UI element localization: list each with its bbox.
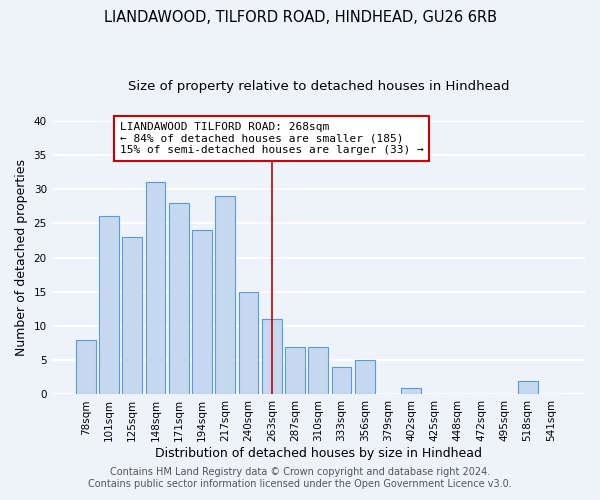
- Text: LIANDAWOOD, TILFORD ROAD, HINDHEAD, GU26 6RB: LIANDAWOOD, TILFORD ROAD, HINDHEAD, GU26…: [104, 10, 497, 25]
- X-axis label: Distribution of detached houses by size in Hindhead: Distribution of detached houses by size …: [155, 447, 482, 460]
- Title: Size of property relative to detached houses in Hindhead: Size of property relative to detached ho…: [128, 80, 509, 93]
- Bar: [355, 360, 375, 394]
- Bar: [146, 182, 166, 394]
- Bar: [518, 381, 538, 394]
- Bar: [332, 367, 352, 394]
- Bar: [401, 388, 421, 394]
- Bar: [239, 292, 259, 395]
- Bar: [99, 216, 119, 394]
- Bar: [215, 196, 235, 394]
- Bar: [262, 319, 282, 394]
- Bar: [192, 230, 212, 394]
- Text: LIANDAWOOD TILFORD ROAD: 268sqm
← 84% of detached houses are smaller (185)
15% o: LIANDAWOOD TILFORD ROAD: 268sqm ← 84% of…: [120, 122, 424, 155]
- Bar: [122, 237, 142, 394]
- Bar: [308, 346, 328, 395]
- Bar: [76, 340, 95, 394]
- Y-axis label: Number of detached properties: Number of detached properties: [15, 159, 28, 356]
- Bar: [169, 202, 188, 394]
- Bar: [285, 346, 305, 395]
- Text: Contains HM Land Registry data © Crown copyright and database right 2024.
Contai: Contains HM Land Registry data © Crown c…: [88, 468, 512, 489]
